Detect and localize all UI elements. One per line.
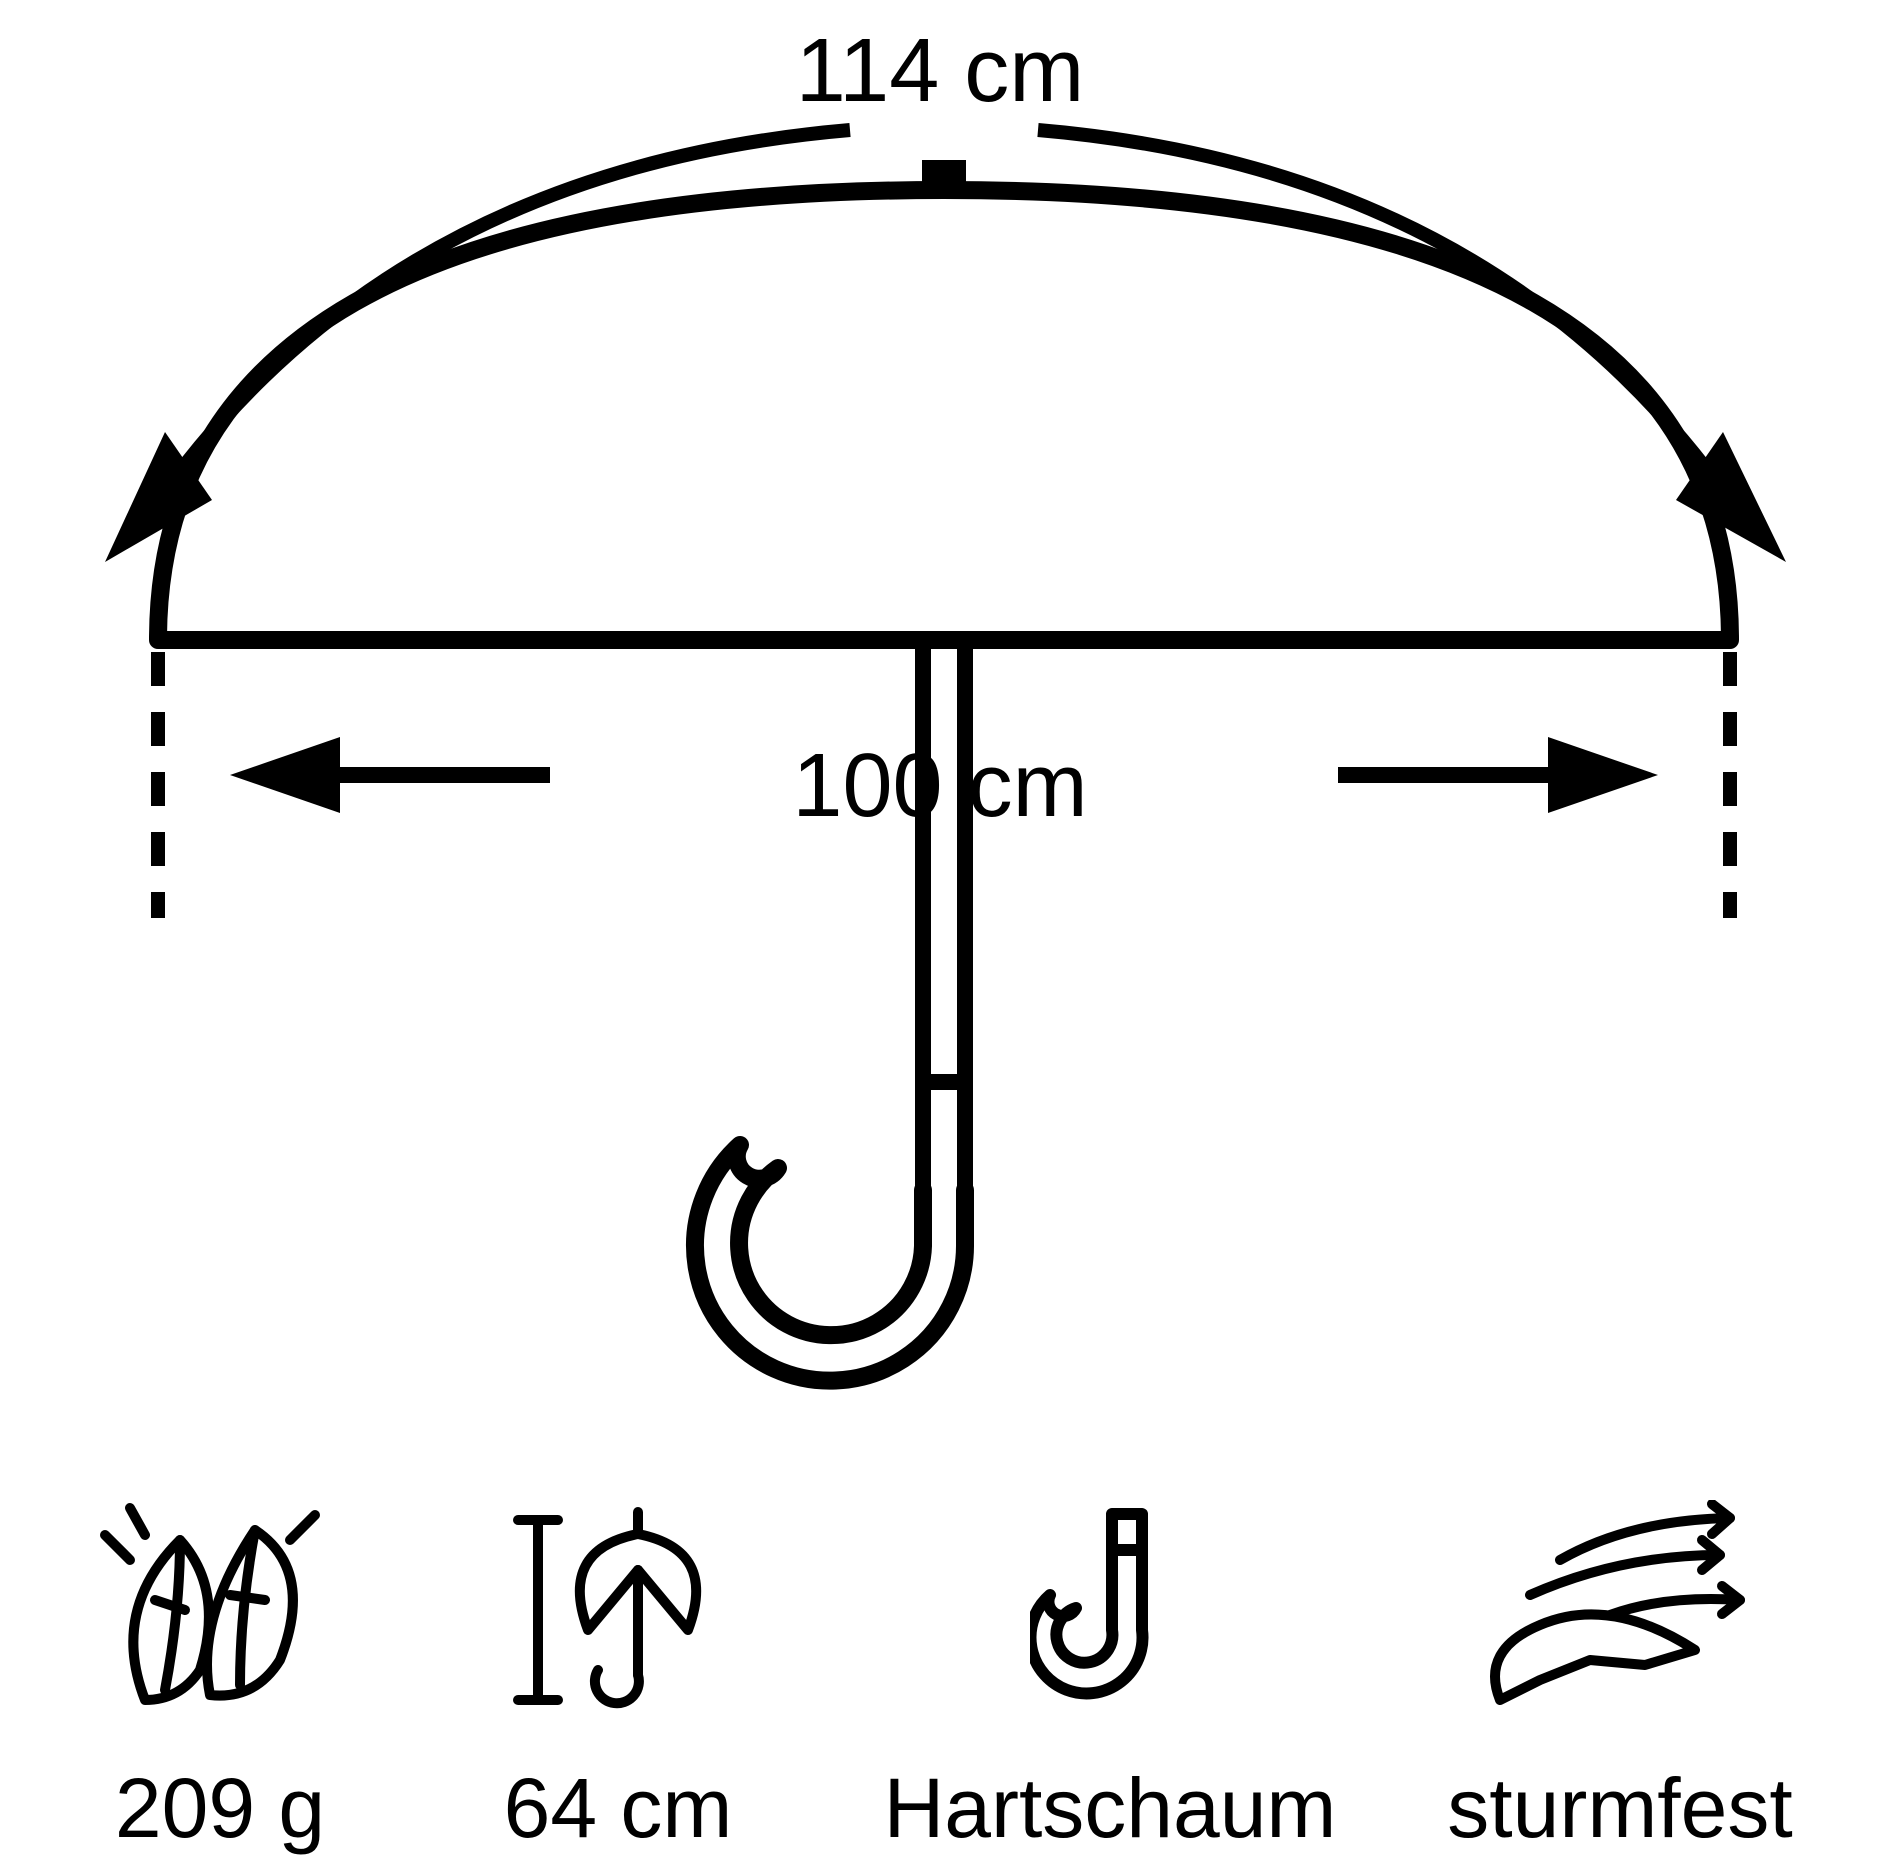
hook-handle-icon: [1030, 1500, 1190, 1720]
infographic-root: 114 cm 100 cm: [0, 0, 1880, 1864]
arc-arrow-right-line: [1038, 130, 1743, 520]
umbrella-diagram: [0, 0, 1880, 1500]
feature-weight-label: 209 g: [115, 1760, 325, 1857]
arc-arrow-left-line: [145, 130, 850, 520]
closed-umbrella-length-icon: [498, 1500, 738, 1720]
umbrella-tip: [922, 160, 966, 192]
feature-handle-label: Hartschaum: [884, 1760, 1337, 1857]
width-arrow-left-head: [230, 737, 340, 813]
width-arrow-right-head: [1548, 737, 1658, 813]
wind-umbrella-icon: [1470, 1500, 1770, 1720]
feather-icon: [90, 1500, 350, 1720]
feature-length-label: 64 cm: [504, 1760, 733, 1857]
umbrella-canopy: [158, 190, 1730, 640]
feature-storm-label: sturmfest: [1447, 1760, 1792, 1857]
